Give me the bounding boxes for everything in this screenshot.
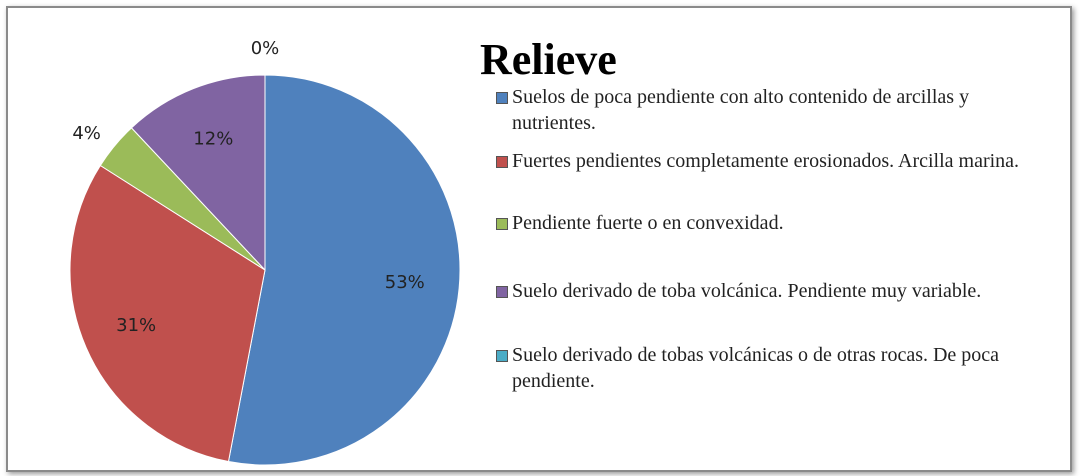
legend-swatch [496,350,508,362]
chart-title: Relieve [480,35,617,84]
legend-swatch [496,92,508,104]
legend-label: Suelo derivado de tobas volcánicas o de … [512,344,1000,392]
legend-label: Fuertes pendientes completamente erosion… [512,150,1020,172]
data-label: 0% [251,38,280,59]
data-label: 53% [385,272,425,293]
legend-item: Suelo derivado de toba volcánica. Pendie… [496,278,1056,304]
pie-slice [227,74,461,466]
data-label: 4% [72,123,101,144]
legend-item: Suelo derivado de tobas volcánicas o de … [496,342,1056,394]
legend-label: Suelo derivado de toba volcánica. Pendie… [512,280,982,302]
legend-label: Suelos de poca pendiente con alto conten… [512,86,970,134]
pie-slice [130,74,266,272]
data-label: 12% [193,128,233,149]
legend-item: Suelos de poca pendiente con alto conten… [496,84,1056,136]
legend-swatch [496,218,508,230]
legend-label: Pendiente fuerte o en convexidad. [512,212,784,234]
legend-swatch [496,156,508,168]
legend-item: Pendiente fuerte o en convexidad. [496,210,1056,236]
data-label: 31% [116,315,156,336]
legend-item: Fuertes pendientes completamente erosion… [496,148,1056,174]
legend-swatch [496,286,508,298]
